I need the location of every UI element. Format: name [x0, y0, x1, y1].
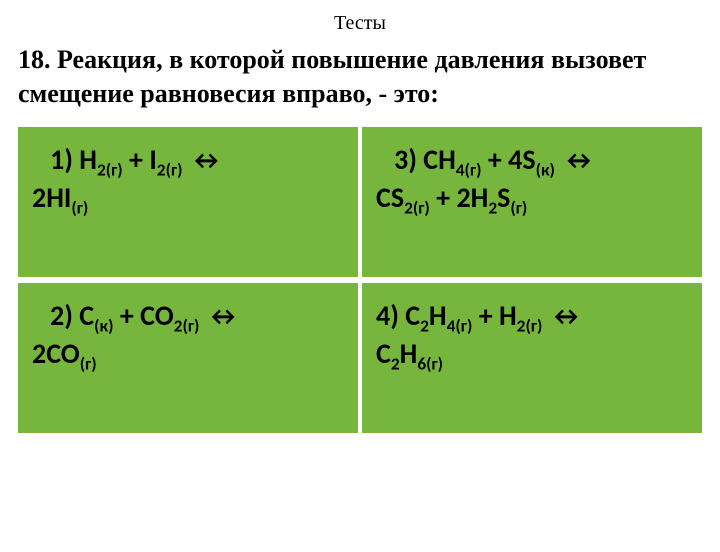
- option-4-line2: C2H6(г): [376, 336, 443, 371]
- option-2: 2) C(к) + CO2(г) ↔ 2CO(г): [18, 283, 358, 433]
- option-3-line1: CH4(г) + 4S(к) ↔: [423, 142, 596, 177]
- option-3: 3) CH4(г) + 4S(к) ↔ CS2(г) + 2H2S(г): [362, 127, 702, 277]
- option-3-line2: CS2(г) + 2H2S(г): [376, 180, 527, 215]
- option-4: 4) C2H4(г) + H2(г) ↔ C2H6(г): [362, 283, 702, 433]
- option-4-line1: C2H4(г) + H2(г) ↔: [405, 298, 583, 333]
- option-3-num: 3): [394, 141, 417, 179]
- option-2-num: 2): [50, 297, 73, 335]
- option-2-line1: C(к) + CO2(г) ↔: [79, 298, 240, 333]
- page-title: Тесты: [0, 12, 720, 35]
- option-1-line1: H2(г) + I2(г) ↔: [79, 142, 224, 177]
- option-1-line2: 2HI(г): [32, 180, 88, 215]
- option-4-num: 4): [376, 297, 399, 335]
- option-2-line2: 2CO(г): [32, 336, 97, 371]
- question-text: 18. Реакция, в которой повышение давлени…: [0, 43, 720, 127]
- options-grid: 1) H2(г) + I2(г) ↔ 2HI(г) 3) CH4(г) + 4S…: [0, 127, 720, 433]
- option-1-num: 1): [50, 141, 73, 179]
- option-1: 1) H2(г) + I2(г) ↔ 2HI(г): [18, 127, 358, 277]
